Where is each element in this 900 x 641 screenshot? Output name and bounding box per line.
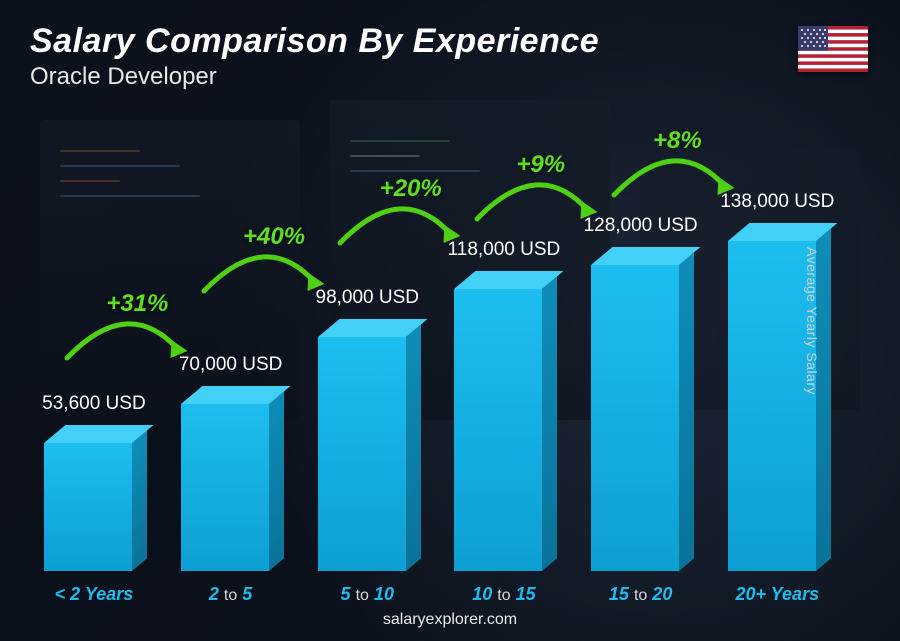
delta-label: +9% <box>516 151 565 179</box>
bar-front <box>44 443 132 571</box>
x-axis-label: 2 to 5 <box>161 584 301 605</box>
x-axis-label: 5 to 10 <box>297 584 437 605</box>
x-axis-label: 15 to 20 <box>571 584 711 605</box>
bar-slot: 53,600 USD< 2 Years <box>20 120 157 571</box>
chart-subtitle: Oracle Developer <box>30 63 870 91</box>
bar-slot: 70,000 USD2 to 5+31% <box>157 120 294 571</box>
bar-front <box>318 337 406 571</box>
value-label: 98,000 USD <box>297 287 437 309</box>
bar-side <box>679 252 694 571</box>
bar-side <box>269 391 284 571</box>
bar <box>181 404 269 571</box>
x-axis-label: 10 to 15 <box>434 584 574 605</box>
usa-flag-icon <box>798 26 868 72</box>
value-label: 118,000 USD <box>434 239 574 261</box>
bar-side <box>406 324 421 571</box>
bar-slot: 128,000 USD15 to 20+9% <box>567 120 704 571</box>
bar-side <box>132 430 147 571</box>
bar-front <box>454 289 542 571</box>
bar <box>728 241 816 571</box>
header: Salary Comparison By Experience Oracle D… <box>30 22 870 91</box>
bar-front <box>591 265 679 571</box>
delta-label: +31% <box>106 290 168 318</box>
bar <box>454 289 542 571</box>
bar <box>591 265 679 571</box>
x-axis-label: < 2 Years <box>24 584 164 605</box>
value-label: 138,000 USD <box>707 191 847 213</box>
chart-canvas: Salary Comparison By Experience Oracle D… <box>0 0 900 641</box>
bar <box>44 443 132 571</box>
delta-label: +40% <box>243 223 305 251</box>
value-label: 70,000 USD <box>161 354 301 376</box>
bar-side <box>542 276 557 571</box>
delta-label: +8% <box>653 127 702 155</box>
value-label: 128,000 USD <box>571 215 711 237</box>
bar-front <box>181 404 269 571</box>
value-label: 53,600 USD <box>24 393 164 415</box>
chart-title: Salary Comparison By Experience <box>30 22 870 61</box>
bar <box>318 337 406 571</box>
bar-front <box>728 241 816 571</box>
y-axis-label: Average Yearly Salary <box>804 247 820 395</box>
bar-slot: 118,000 USD10 to 15+20% <box>430 120 567 571</box>
x-axis-label: 20+ Years <box>707 584 847 605</box>
footer-attribution: salaryexplorer.com <box>0 611 900 629</box>
chart-area: 53,600 USD< 2 Years70,000 USD2 to 5+31%9… <box>20 120 840 571</box>
delta-label: +20% <box>380 175 442 203</box>
